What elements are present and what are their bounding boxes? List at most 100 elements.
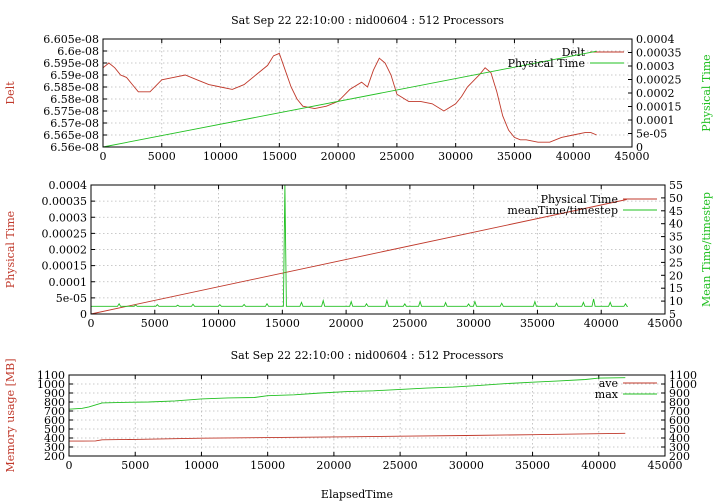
chart3-x-tick-label: 35000 [515,459,550,472]
chart1-x-tick-label: 0 [100,150,107,163]
chart3-y-tick-label: 900 [44,387,65,400]
chart3-title: Sat Sep 22 22:10:00 : nid00604 : 512 Pro… [231,349,504,362]
chart2-y2-tick-label: 30 [669,244,683,257]
chart3-y-tick-label: 800 [44,396,65,409]
chart1-x-tick-label: 30000 [438,150,473,163]
chart2-plot-frame [90,184,666,315]
chart1-y-tick-label: 6.57e-08 [50,117,99,130]
chart3-x-tick-label: 0 [66,459,73,472]
chart2-y2-tick-label: 25 [669,256,683,269]
chart2-y2-tick-label: 45 [669,205,683,218]
chart3-y2-tick-label: 900 [669,387,690,400]
chart1-x-tick-label: 35000 [497,150,532,163]
chart2-y2-tick-label: 20 [669,269,683,282]
chart3-y-tick-label: 400 [44,432,65,445]
chart3-legend-label: ave [599,377,618,390]
chart3-y2-tick-label: 1000 [669,378,697,391]
chart3-x-tick-label: 5000 [121,459,149,472]
chart2-x-tick-label: 25000 [392,317,427,330]
chart3-plot-frame [68,374,666,457]
chart2-x-tick-label: 5000 [141,317,169,330]
chart1-y-tick-label: 6.58e-08 [50,93,99,106]
chart2-y2-tick-label: 35 [669,231,683,244]
chart1-y-tick-label: 6.565e-08 [43,129,99,142]
chart3-y-tick-label: 700 [44,405,65,418]
chart3-x-tick-label: 15000 [250,459,285,472]
chart1-y2-tick-label: 0.00015 [636,101,682,114]
chart3-y2-tick-label: 400 [669,432,690,445]
chart2-y2-tick-label: 10 [669,295,683,308]
chart3-y2-tick-label: 600 [669,414,690,427]
chart2-y2-axis-label: Mean Time/timestep [700,192,713,307]
chart1-x-tick-label: 20000 [321,150,356,163]
chart2-x-tick-label: 35000 [520,317,555,330]
chart2-y-tick-label: 0 [80,308,87,321]
chart2-x-tick-label: 40000 [584,317,619,330]
chart3-x-tick-label: 25000 [383,459,418,472]
chart1-y-tick-label: 6.595e-08 [43,57,99,70]
chart2-x-tick-label: 10000 [201,317,236,330]
chart2-y-tick-label: 0.0002 [49,244,88,257]
chart2-x-tick-label: 15000 [265,317,300,330]
chart1-y-tick-label: 6.56e-08 [50,141,99,154]
chart1-y2-tick-label: 5e-05 [636,128,667,141]
chart2-legend-label: Physical Time [541,193,618,206]
chart1-y2-axis-label: Physical Time [700,54,713,131]
chart1-x-tick-label: 40000 [556,150,591,163]
chart2-x-tick-label: 20000 [329,317,364,330]
chart3-y2-tick-label: 800 [669,396,690,409]
chart2-legend-label: meanTime/timestep [507,204,618,217]
chart1-x-tick-label: 45000 [615,150,650,163]
chart3-series-max [68,377,626,410]
chart1-y-tick-label: 6.605e-08 [43,33,99,46]
chart1-y2-tick-label: 0.0001 [636,114,675,127]
chart1-y-tick-label: 6.6e-08 [57,45,99,58]
chart3-y-tick-label: 200 [44,450,65,463]
chart3-y2-tick-label: 700 [669,405,690,418]
chart3-x-tick-label: 30000 [449,459,484,472]
chart3-x-tick-label: 10000 [184,459,219,472]
chart3-y-tick-label: 300 [44,441,65,454]
chart2-y-tick-label: 0.0004 [49,179,88,192]
chart3-y-tick-label: 500 [44,423,65,436]
chart3-series-ave [69,432,626,442]
chart2-y-axis-label: Physical Time [4,211,17,288]
chart1-legend-label: Delt [562,46,586,59]
chart2-y2-tick-label: 15 [669,282,683,295]
chart2-y-tick-label: 0.00035 [42,195,88,208]
chart3-legend-label: max [595,388,619,401]
chart2-y-tick-label: 0.0003 [49,211,88,224]
chart1-x-tick-label: 15000 [262,150,297,163]
chart2-x-tick-label: 30000 [456,317,491,330]
chart1-x-tick-label: 25000 [379,150,414,163]
chart2-series-meantime-timestep [91,184,628,307]
chart1-y2-tick-label: 0.00035 [636,47,682,60]
chart1-y-tick-label: 6.585e-08 [43,81,99,94]
chart1-legend-label: Physical Time [508,57,585,70]
chart2-y-tick-label: 0.00015 [42,260,88,273]
chart1-x-tick-label: 5000 [148,150,176,163]
chart2-x-tick-label: 0 [88,317,95,330]
chart1-y2-tick-label: 0.00025 [636,74,682,87]
chart3-y2-tick-label: 300 [669,441,690,454]
chart3-y2-tick-label: 1100 [669,369,697,382]
chart3-x-tick-label: 45000 [648,459,683,472]
chart3-y-tick-label: 1000 [37,378,65,391]
chart3-y-axis-label: Memory usage [MB] [4,358,17,472]
chart2-y2-tick-label: 55 [669,179,683,192]
chart2-series-physical-time [90,199,627,315]
chart2-y-tick-label: 0.0001 [49,276,88,289]
chart1-x-tick-label: 10000 [203,150,238,163]
chart1-y2-tick-label: 0.0003 [636,60,675,73]
chart1-y-tick-label: 6.59e-08 [50,69,99,82]
chart2-y-tick-label: 5e-05 [56,292,87,305]
chart3-y2-tick-label: 500 [669,423,690,436]
chart1-plot-frame [102,38,633,148]
chart1-y2-tick-label: 0.0004 [636,33,675,46]
chart3-x-tick-label: 20000 [316,459,351,472]
chart1-y2-tick-label: 0.0002 [636,87,675,100]
chart1-series-delt [102,52,597,143]
chart1-y-axis-label: Delt [4,81,17,105]
chart2-y2-tick-label: 5 [669,308,676,321]
